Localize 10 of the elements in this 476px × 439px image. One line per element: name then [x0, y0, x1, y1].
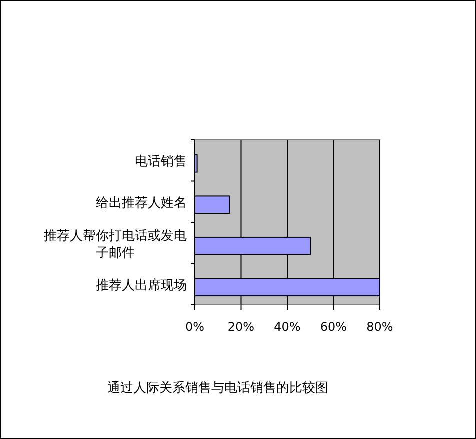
y-tick-label: 电话销售 [135, 154, 187, 170]
y-tick-label: 推荐人出席现场 [96, 277, 187, 294]
x-tick-label: 0% [185, 320, 205, 334]
x-tick-label: 80% [366, 320, 394, 334]
x-tick-label: 60% [320, 320, 348, 334]
y-tick-label: 给出推荐人姓名 [96, 196, 187, 211]
text: 通过人际关系销售与电话销售的比较图 [108, 381, 328, 396]
y-tick-label: 推荐人帮你打电话或发电子邮件 [44, 229, 187, 262]
x-tick-label: 40% [274, 320, 301, 334]
x-tick-label: 20% [228, 320, 255, 334]
